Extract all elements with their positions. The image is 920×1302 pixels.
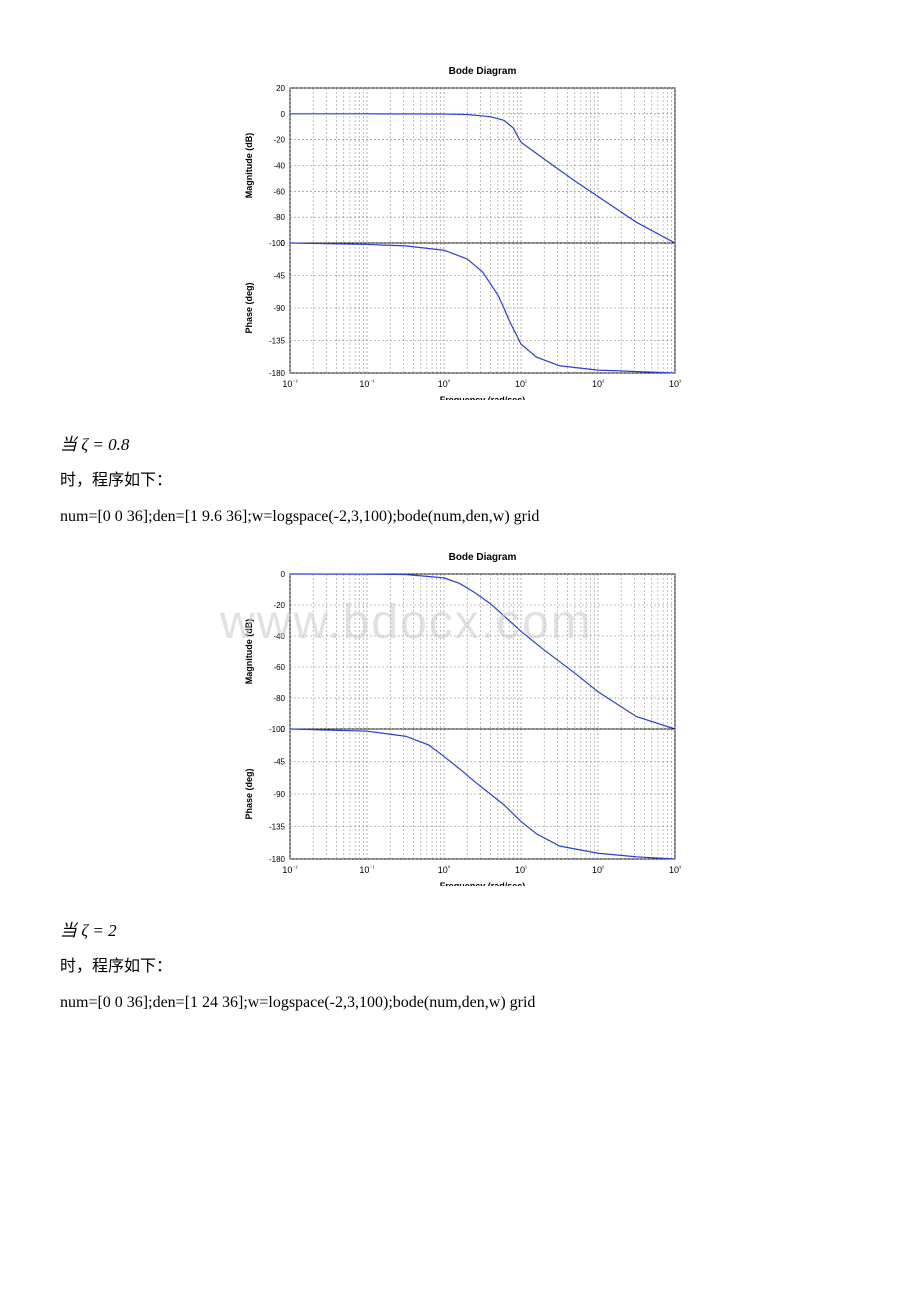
- svg-text:10²: 10²: [592, 865, 604, 875]
- svg-text:-40: -40: [273, 162, 285, 171]
- svg-text:10¹: 10¹: [515, 379, 527, 389]
- bode-svg: Bode Diagram-100-80-60-40-200Magnitude (…: [230, 546, 690, 886]
- svg-text:Magnitude (dB): Magnitude (dB): [244, 619, 254, 685]
- caption-2: 时，程序如下：: [60, 953, 860, 982]
- svg-text:Frequency (rad/sec): Frequency (rad/sec): [440, 881, 526, 886]
- svg-text:10⁻²: 10⁻²: [282, 865, 297, 875]
- zeta-symbol: ζ: [81, 435, 88, 454]
- svg-text:-135: -135: [269, 337, 286, 346]
- zeta-symbol: ζ: [81, 921, 88, 940]
- svg-text:10²: 10²: [592, 379, 604, 389]
- formula-zeta-2: 当 ζ = 2: [60, 916, 860, 941]
- svg-text:10⁻¹: 10⁻¹: [359, 865, 374, 875]
- formula-prefix: 当: [60, 921, 77, 940]
- svg-text:-20: -20: [273, 601, 285, 610]
- bode-chart-2: Bode Diagram-100-80-60-40-200Magnitude (…: [230, 546, 690, 886]
- svg-text:-90: -90: [273, 790, 285, 799]
- bode-chart-1-container: Bode Diagram-100-80-60-40-20020Magnitude…: [60, 60, 860, 400]
- svg-text:10⁻¹: 10⁻¹: [359, 379, 374, 389]
- svg-text:-45: -45: [273, 272, 285, 281]
- svg-text:Frequency (rad/sec): Frequency (rad/sec): [440, 395, 526, 400]
- svg-text:0: 0: [281, 239, 286, 248]
- svg-text:-20: -20: [273, 136, 285, 145]
- svg-text:Phase (deg): Phase (deg): [244, 282, 254, 333]
- svg-text:-180: -180: [269, 369, 286, 378]
- svg-text:-40: -40: [273, 632, 285, 641]
- bode-svg: Bode Diagram-100-80-60-40-20020Magnitude…: [230, 60, 690, 400]
- svg-text:-60: -60: [273, 187, 285, 196]
- svg-text:-90: -90: [273, 304, 285, 313]
- svg-text:10⁰: 10⁰: [438, 379, 451, 389]
- svg-text:-180: -180: [269, 855, 286, 864]
- svg-text:Bode Diagram: Bode Diagram: [449, 552, 517, 563]
- svg-text:10³: 10³: [669, 379, 681, 389]
- bode-chart-2-container: Bode Diagram-100-80-60-40-200Magnitude (…: [60, 546, 860, 886]
- svg-text:-135: -135: [269, 822, 286, 831]
- bode-chart-1: Bode Diagram-100-80-60-40-20020Magnitude…: [230, 60, 690, 400]
- svg-text:-80: -80: [273, 213, 285, 222]
- svg-text:Phase (deg): Phase (deg): [244, 768, 254, 819]
- svg-text:Magnitude (dB): Magnitude (dB): [244, 133, 254, 199]
- code-line-1: num=[0 0 36];den=[1 9.6 36];w=logspace(-…: [60, 508, 860, 526]
- svg-text:0: 0: [281, 725, 286, 734]
- svg-text:10⁻²: 10⁻²: [282, 379, 297, 389]
- svg-text:-60: -60: [273, 663, 285, 672]
- zeta-value: = 2: [92, 921, 116, 940]
- svg-text:0: 0: [281, 110, 286, 119]
- caption-1: 时，程序如下：: [60, 467, 860, 496]
- svg-text:20: 20: [276, 84, 285, 93]
- svg-text:Bode Diagram: Bode Diagram: [449, 66, 517, 77]
- svg-text:-80: -80: [273, 694, 285, 703]
- svg-text:10¹: 10¹: [515, 865, 527, 875]
- svg-text:10⁰: 10⁰: [438, 865, 451, 875]
- code-line-2: num=[0 0 36];den=[1 24 36];w=logspace(-2…: [60, 994, 860, 1012]
- svg-text:10³: 10³: [669, 865, 681, 875]
- svg-text:-45: -45: [273, 757, 285, 766]
- formula-zeta-08: 当 ζ = 0.8: [60, 430, 860, 455]
- zeta-value: = 0.8: [92, 435, 129, 454]
- svg-text:0: 0: [281, 570, 286, 579]
- formula-prefix: 当: [60, 435, 77, 454]
